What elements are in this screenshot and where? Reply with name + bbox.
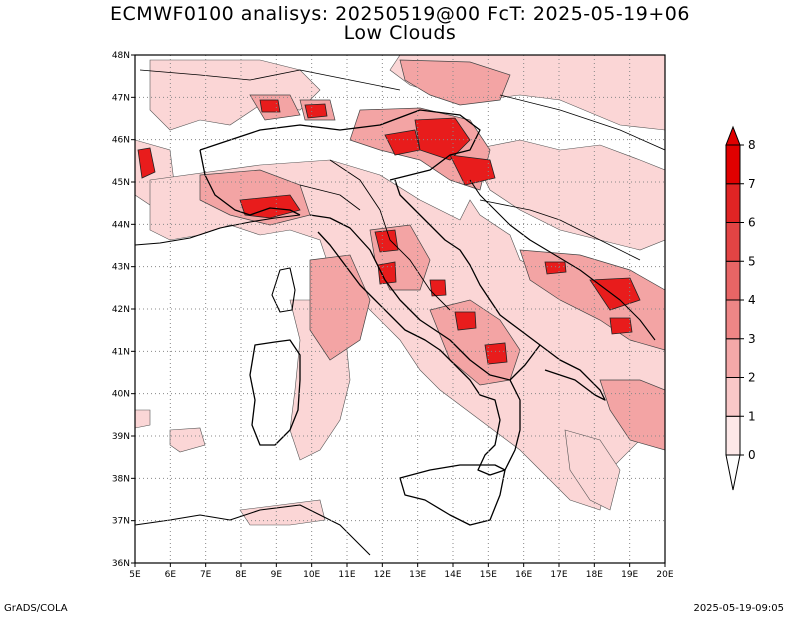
lon-tick-label: 13E <box>409 570 426 580</box>
gridlines <box>135 55 665 563</box>
lon-tick-label: 8E <box>235 570 247 580</box>
lat-tick-label: 43N <box>112 263 130 273</box>
lon-tick-label: 10E <box>303 570 320 580</box>
colorbar-label: 6 <box>748 216 756 230</box>
colorbar-segment <box>725 415 741 456</box>
colorbar-segment <box>725 222 741 262</box>
footer-software-label: GrADS/COLA <box>4 603 68 614</box>
lon-tick-label: 11E <box>338 570 355 580</box>
coastlines <box>135 69 665 556</box>
colorbar-segment <box>725 377 741 417</box>
lat-tick-label: 42N <box>112 305 130 315</box>
lat-tick-label: 36N <box>112 559 130 569</box>
lon-tick-label: 15E <box>480 570 497 580</box>
lon-tick-label: 18E <box>586 570 603 580</box>
colorbar-upper-arrow <box>725 125 741 146</box>
colorbar-lower-arrow <box>725 454 741 491</box>
colorbar-label: 2 <box>748 371 756 385</box>
map-plot: 5E 6E 7E 8E 9E 10E 11E 12E 13E 14E 15E 16E 17E 18E 19E… <box>112 51 756 580</box>
colorbar-label: 7 <box>748 177 756 191</box>
lat-tick-label: 38N <box>112 474 130 484</box>
lon-axis: 5E 6E 7E 8E 9E 10E 11E 12E 13E 14E 15E 16E 17E 18E 19E… <box>129 563 674 580</box>
cloud-field <box>135 55 665 526</box>
lon-tick-label: 9E <box>271 570 283 580</box>
lat-tick-label: 45N <box>112 178 130 188</box>
lon-tick-label: 20E <box>656 570 673 580</box>
map-subtitle: Low Clouds <box>343 22 457 44</box>
colorbar: 0 1 2 3 4 5 6 7 8 <box>725 125 756 491</box>
colorbar-segment <box>725 183 741 223</box>
map-title: ECMWF0100 analisys: 20250519@00 FcT: 202… <box>110 3 690 25</box>
lon-tick-label: 17E <box>550 570 567 580</box>
colorbar-segment <box>725 144 741 185</box>
lat-tick-label: 37N <box>112 517 130 527</box>
lon-tick-label: 16E <box>515 570 532 580</box>
lon-tick-label: 7E <box>200 570 212 580</box>
lat-tick-label: 41N <box>112 347 130 357</box>
lat-tick-label: 46N <box>112 136 130 146</box>
lon-tick-label: 19E <box>621 570 638 580</box>
lat-tick-label: 40N <box>112 390 130 400</box>
lat-tick-label: 48N <box>112 51 130 61</box>
colorbar-label: 5 <box>748 254 756 268</box>
colorbar-segment <box>725 299 741 340</box>
footer-timestamp: 2025-05-19-09:05 <box>693 603 784 614</box>
lon-tick-label: 12E <box>374 570 391 580</box>
lat-tick-label: 47N <box>112 93 130 103</box>
lon-tick-label: 6E <box>165 570 177 580</box>
colorbar-label: 3 <box>748 332 756 346</box>
lon-tick-label: 5E <box>129 570 141 580</box>
lat-axis: 48N 47N 46N 45N 44N 43N 42N 41N 40N 39N 38N 37N 36N <box>112 51 135 569</box>
colorbar-segment <box>725 260 741 301</box>
colorbar-segment <box>725 338 741 378</box>
lon-tick-label: 14E <box>444 570 461 580</box>
colorbar-label: 1 <box>748 409 756 423</box>
lat-tick-label: 39N <box>112 432 130 442</box>
colorbar-label: 0 <box>748 448 756 462</box>
colorbar-label: 4 <box>748 293 756 307</box>
colorbar-label: 8 <box>748 138 756 152</box>
lat-tick-label: 44N <box>112 220 130 230</box>
